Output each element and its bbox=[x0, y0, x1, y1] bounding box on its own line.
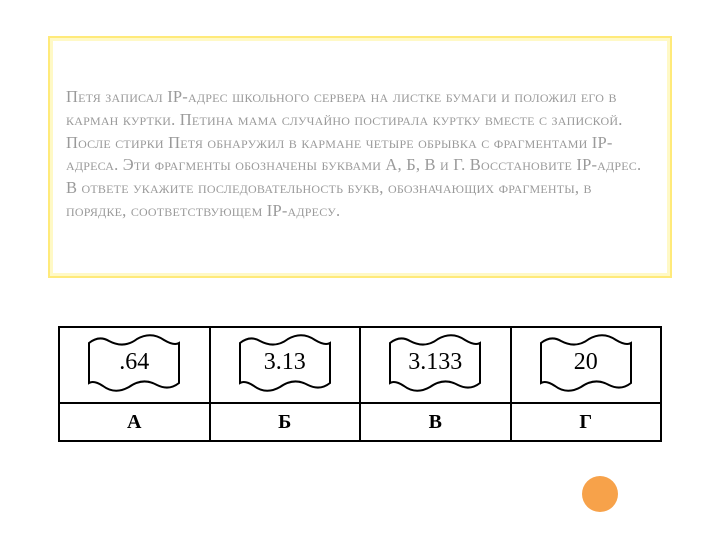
fragments-table: .64 3.13 3.133 20 bbox=[58, 326, 662, 442]
labels-row: А Б В Г bbox=[59, 403, 661, 441]
paper-scrap-icon: 20 bbox=[531, 333, 641, 393]
paper-scrap-icon: .64 bbox=[79, 333, 189, 393]
fragment-label: А bbox=[59, 403, 210, 441]
fragment-value: .64 bbox=[79, 333, 189, 393]
fragment-label: Г bbox=[511, 403, 662, 441]
fragment-cell: 20 bbox=[511, 327, 662, 403]
task-text-panel: Петя записал IP-адрес школьного сервера … bbox=[48, 36, 672, 278]
task-text: Петя записал IP-адрес школьного сервера … bbox=[66, 86, 654, 223]
fragment-label: В bbox=[360, 403, 511, 441]
fragment-value: 3.13 bbox=[230, 333, 340, 393]
paper-scrap-icon: 3.13 bbox=[230, 333, 340, 393]
fragments-row: .64 3.13 3.133 20 bbox=[59, 327, 661, 403]
fragment-cell: .64 bbox=[59, 327, 210, 403]
fragment-label: Б bbox=[210, 403, 361, 441]
fragment-cell: 3.133 bbox=[360, 327, 511, 403]
fragment-cell: 3.13 bbox=[210, 327, 361, 403]
paper-scrap-icon: 3.133 bbox=[380, 333, 490, 393]
decor-dot-icon bbox=[582, 476, 618, 512]
fragment-value: 20 bbox=[531, 333, 641, 393]
fragment-value: 3.133 bbox=[380, 333, 490, 393]
